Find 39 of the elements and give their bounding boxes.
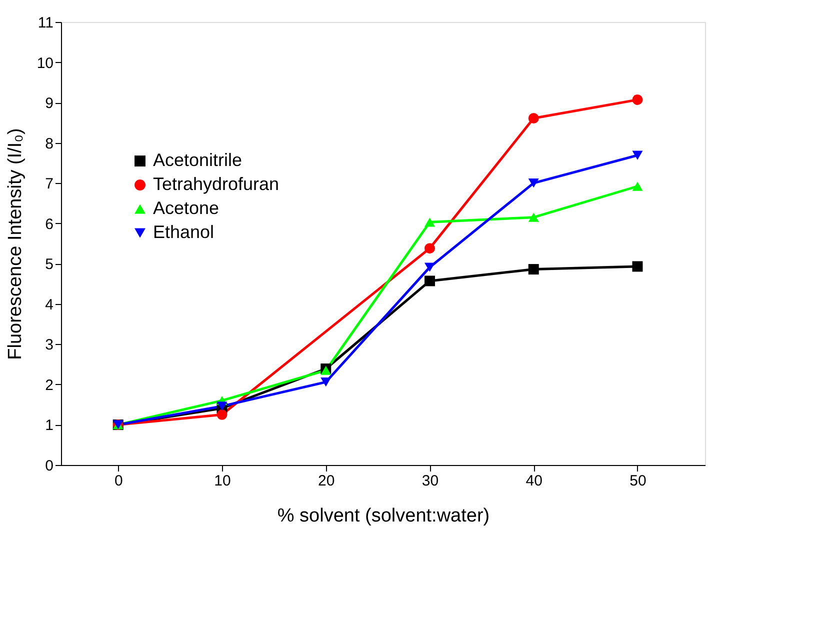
point (632, 261, 643, 272)
point (424, 262, 435, 272)
point (424, 218, 435, 227)
point (528, 264, 539, 275)
y-tick-label: 11 (38, 14, 54, 32)
y-tick-label: 7 (45, 176, 54, 193)
point (424, 276, 435, 286)
y-tick-label: 4 (45, 296, 54, 314)
y-axis-title: Fluorescence Intensity (I/I₀) (4, 128, 26, 360)
legend-label: Acetonitrile (153, 150, 242, 170)
point (632, 94, 643, 105)
legend-label: Acetone (153, 198, 220, 218)
y-tick-label: 5 (45, 256, 54, 274)
y-tick-label: 10 (36, 54, 54, 72)
point (528, 178, 539, 188)
x-tick-label: 50 (630, 472, 646, 490)
y-tick-label: 6 (45, 216, 54, 233)
point (632, 150, 643, 160)
y-tick-label: 8 (45, 135, 54, 152)
x-axis-title: % solvent (solvent:water) (277, 506, 490, 526)
point (320, 377, 332, 387)
y-tick-label: 3 (45, 336, 54, 354)
x-tick-label: 30 (422, 472, 439, 490)
point (632, 182, 643, 191)
y-tick-label: 1 (45, 417, 54, 434)
legend-label: Tetrahydrofuran (153, 174, 280, 194)
point (528, 113, 539, 124)
x-tick-label: 20 (318, 472, 335, 490)
x-tick-label: 0 (114, 472, 123, 490)
y-tick-label: 9 (45, 95, 54, 112)
point (424, 243, 435, 254)
y-tick-label: 2 (45, 376, 54, 394)
x-tick-label: 40 (526, 472, 542, 490)
x-tick-label: 10 (214, 472, 231, 490)
legend-label: Ethanol (153, 222, 214, 242)
point (216, 409, 228, 420)
point (216, 402, 228, 411)
point (528, 212, 539, 222)
y-tick-label: 0 (45, 458, 54, 474)
